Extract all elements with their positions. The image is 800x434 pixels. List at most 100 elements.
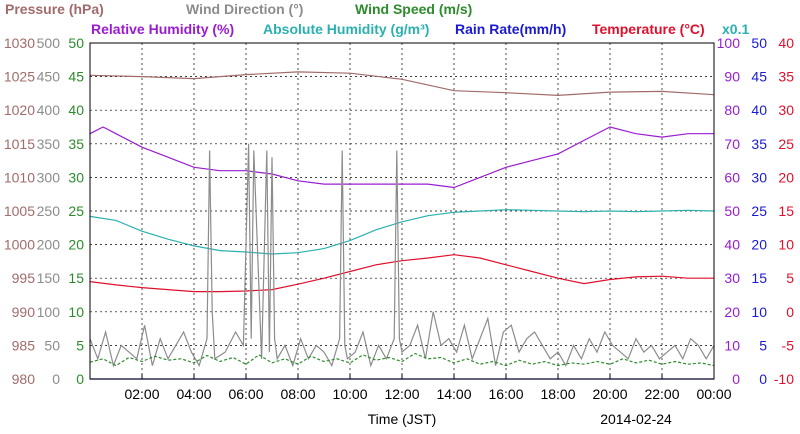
rain-rate-tick-label: 10 — [751, 304, 767, 320]
temperature-tick-label: 30 — [778, 102, 794, 118]
pressure-tick-label: 980 — [12, 371, 36, 387]
rain-rate-tick-label: 35 — [751, 136, 767, 152]
wind-direction-tick-label: 150 — [37, 270, 61, 286]
wind-direction-tick-label: 300 — [37, 169, 61, 185]
temperature-tick-label: 5 — [786, 270, 794, 286]
temperature-tick-label: -10 — [774, 371, 794, 387]
legend-wind-direction: Wind Direction (°) — [186, 1, 303, 17]
x-tick-label: 16:00 — [488, 386, 523, 402]
wind-speed-tick-label: 25 — [68, 203, 84, 219]
legend-wind-speed: Wind Speed (m/s) — [355, 1, 472, 17]
series-wind-direction — [89, 143, 715, 368]
humidity-tick-label: 50 — [724, 203, 740, 219]
temperature-tick-label: 25 — [778, 136, 794, 152]
x-tick-label: 02:00 — [124, 386, 159, 402]
wind-direction-tick-label: 350 — [37, 136, 61, 152]
rain-rate-tick-label: 15 — [751, 270, 767, 286]
wind-speed-tick-label: 15 — [68, 270, 84, 286]
wind-direction-tick-label: 250 — [37, 203, 61, 219]
humidity-tick-label: 100 — [717, 35, 741, 51]
x-tick-label: 06:00 — [228, 386, 263, 402]
x-tick-label: 14:00 — [436, 386, 471, 402]
legend-temperature: Temperature (°C) — [592, 21, 705, 37]
temperature-tick-label: 40 — [778, 35, 794, 51]
temperature-tick-label: 35 — [778, 69, 794, 85]
rain-rate-tick-label: 20 — [751, 237, 767, 253]
scale-note: x0.1 — [722, 21, 749, 37]
series-absolute-humidity-g-m — [89, 209, 715, 255]
humidity-tick-label: 90 — [724, 69, 740, 85]
temperature-tick-label: -5 — [782, 337, 795, 353]
x-tick-label: 08:00 — [280, 386, 315, 402]
humidity-tick-label: 40 — [724, 237, 740, 253]
humidity-tick-label: 20 — [724, 304, 740, 320]
series-temperature-c — [89, 254, 714, 293]
rain-rate-tick-label: 50 — [751, 35, 767, 51]
rain-rate-tick-label: 25 — [751, 203, 767, 219]
legend-relative-humidity: Relative Humidity (%) — [91, 21, 234, 37]
temperature-tick-label: 0 — [786, 304, 794, 320]
legend-layer: Pressure (hPa) Wind Direction (°) Wind S… — [5, 1, 749, 37]
x-tick-label: 00:00 — [696, 386, 731, 402]
wind-speed-tick-label: 40 — [68, 102, 84, 118]
wind-speed-tick-label: 30 — [68, 169, 84, 185]
rain-rate-tick-label: 30 — [751, 169, 767, 185]
pressure-tick-label: 1005 — [4, 203, 35, 219]
series-relative-humidity — [89, 126, 714, 189]
legend-absolute-humidity: Absolute Humidity (g/m³) — [263, 21, 429, 37]
x-tick-label: 18:00 — [540, 386, 575, 402]
x-tick-label: 04:00 — [176, 386, 211, 402]
pressure-tick-label: 990 — [12, 304, 36, 320]
wind-direction-tick-label: 450 — [37, 69, 61, 85]
temperature-tick-label: 15 — [778, 203, 794, 219]
wind-speed-tick-label: 0 — [76, 371, 84, 387]
pressure-tick-label: 1000 — [4, 237, 35, 253]
wind-speed-tick-label: 35 — [68, 136, 84, 152]
x-axis-label: Time (JST) — [368, 411, 437, 427]
humidity-tick-label: 10 — [724, 337, 740, 353]
wind-speed-tick-label: 50 — [68, 35, 84, 51]
date-label: 2014-02-24 — [600, 411, 672, 427]
wind-speed-tick-label: 45 — [68, 69, 84, 85]
pressure-tick-label: 1025 — [4, 69, 35, 85]
pressure-tick-label: 985 — [12, 337, 36, 353]
pressure-tick-label: 1030 — [4, 35, 35, 51]
legend-rain-rate: Rain Rate(mm/h) — [455, 21, 566, 37]
pressure-tick-label: 1015 — [4, 136, 35, 152]
temperature-tick-label: 20 — [778, 169, 794, 185]
wind-speed-tick-label: 5 — [76, 337, 84, 353]
x-tick-label: 20:00 — [592, 386, 627, 402]
legend-pressure: Pressure (hPa) — [5, 1, 104, 17]
humidity-tick-label: 70 — [724, 136, 740, 152]
wind-direction-tick-label: 200 — [37, 237, 61, 253]
x-tick-label: 12:00 — [384, 386, 419, 402]
wind-direction-tick-label: 50 — [44, 337, 60, 353]
humidity-tick-label: 30 — [724, 270, 740, 286]
series-pressure-hpa — [89, 71, 715, 97]
humidity-tick-label: 0 — [732, 371, 740, 387]
rain-rate-tick-label: 0 — [759, 371, 767, 387]
wind-direction-tick-label: 0 — [52, 371, 60, 387]
humidity-tick-label: 80 — [724, 102, 740, 118]
humidity-tick-label: 60 — [724, 169, 740, 185]
wind-speed-tick-label: 20 — [68, 237, 84, 253]
wind-direction-tick-label: 100 — [37, 304, 61, 320]
rain-rate-tick-label: 40 — [751, 102, 767, 118]
wind-direction-tick-label: 400 — [37, 102, 61, 118]
temperature-tick-label: 10 — [778, 237, 794, 253]
series-layer — [89, 71, 715, 380]
x-tick-label: 10:00 — [332, 386, 367, 402]
grid-layer — [90, 43, 714, 379]
pressure-tick-label: 995 — [12, 270, 36, 286]
pressure-tick-label: 1020 — [4, 102, 35, 118]
wind-direction-tick-label: 500 — [37, 35, 61, 51]
rain-rate-tick-label: 45 — [751, 69, 767, 85]
axis-layer: 1030102510201015101010051000995990985980… — [4, 35, 794, 402]
rain-rate-tick-label: 5 — [759, 337, 767, 353]
series-wind-speed-m-s — [89, 352, 715, 367]
x-tick-label: 22:00 — [644, 386, 679, 402]
pressure-tick-label: 1010 — [4, 169, 35, 185]
wind-speed-tick-label: 10 — [68, 304, 84, 320]
